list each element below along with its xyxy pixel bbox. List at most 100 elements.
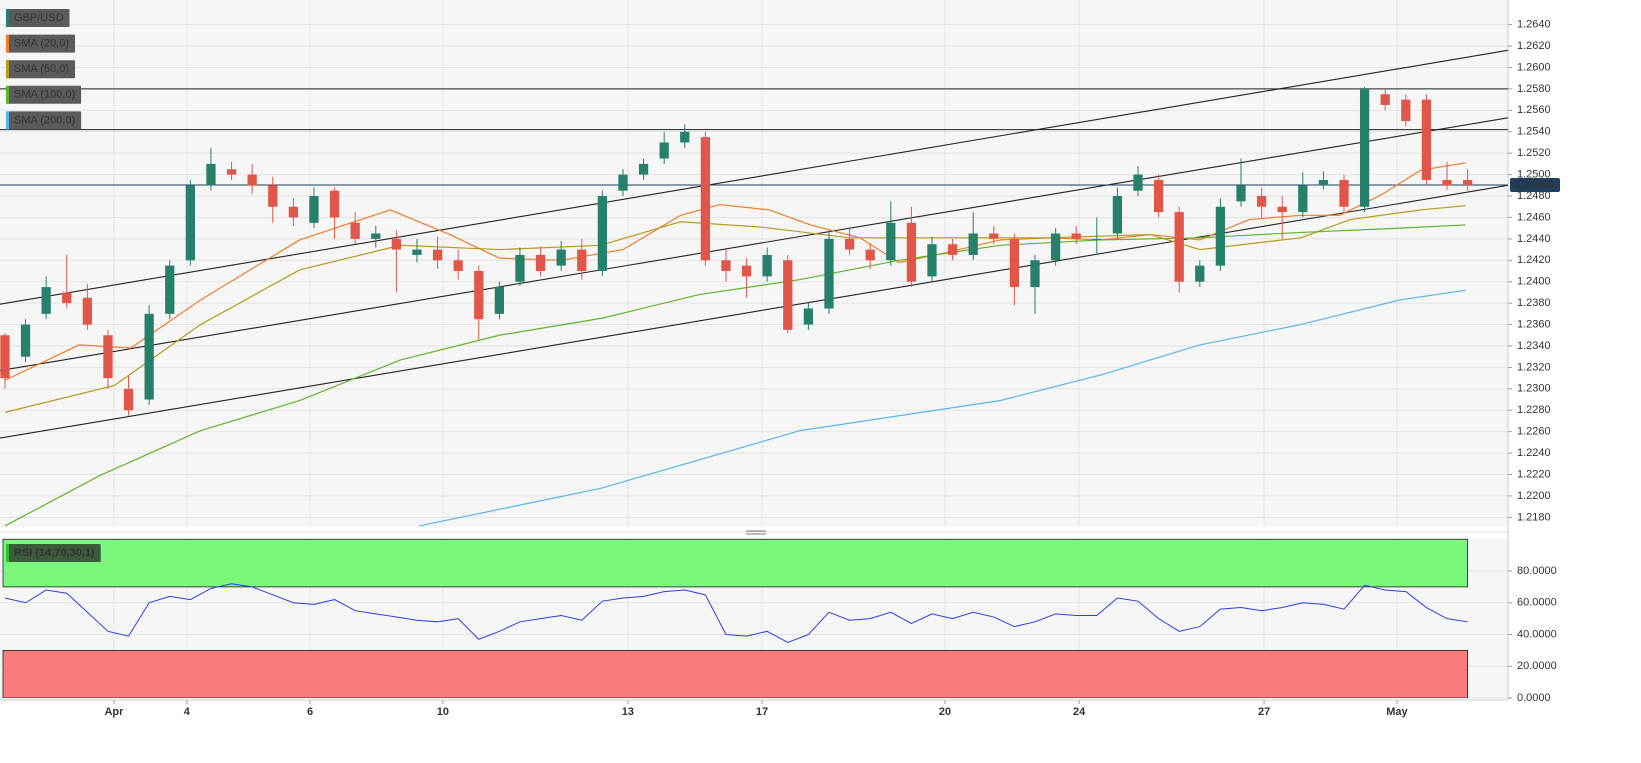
candle-body: [226, 169, 237, 175]
sma-line: [4, 162, 1466, 381]
y-tick-label: 40.0000: [1517, 628, 1557, 640]
y-tick-label: 1.2280: [1517, 404, 1551, 416]
candle-body: [947, 244, 958, 255]
legend-item[interactable]: SMA (20,0): [6, 34, 76, 53]
y-tick-label: 60.0000: [1517, 597, 1557, 609]
candle-body: [1195, 265, 1205, 282]
trend-line: [0, 117, 1508, 372]
candle-body: [680, 131, 690, 143]
legend-label: RSI (14,70,30,1): [14, 547, 95, 559]
candle-body: [288, 206, 298, 218]
y-tick-label: 1.2460: [1517, 211, 1551, 223]
x-tick-label: 17: [756, 706, 768, 718]
candle-body: [1112, 196, 1123, 234]
pane-grip[interactable]: [746, 530, 766, 535]
candle-body: [0, 335, 10, 379]
candle-body: [515, 254, 525, 282]
y-tick-label: 1.2500: [1517, 169, 1551, 181]
candle-body: [1421, 99, 1432, 180]
x-tick-label: 24: [1073, 706, 1086, 718]
y-tick-label: 1.2440: [1517, 233, 1551, 245]
rsi-band: [2, 649, 1469, 698]
y-tick-label: 1.2640: [1517, 19, 1551, 31]
sma-line: [418, 289, 1466, 527]
candle-body: [989, 233, 999, 239]
legend-box: [6, 111, 82, 130]
y-tick-label: 1.2580: [1517, 83, 1551, 95]
x-tick-label: 27: [1258, 706, 1270, 718]
candle-body: [762, 254, 772, 277]
y-tick-label: 1.2400: [1517, 276, 1551, 288]
candle-body: [1359, 88, 1370, 207]
legend-label: GBP/USD: [14, 12, 64, 24]
legend-swatch: [6, 60, 9, 79]
legend-item[interactable]: RSI (14,70,30,1): [6, 544, 101, 562]
candle-body: [803, 308, 814, 325]
candle-body: [391, 238, 402, 250]
candle-body: [247, 174, 257, 186]
candle-body: [1030, 260, 1040, 288]
legend-item[interactable]: GBP/USD: [6, 9, 70, 27]
y-tick-label: 1.2220: [1517, 468, 1551, 480]
y-tick-label: 80.0000: [1517, 565, 1557, 577]
y-tick-label: 1.2600: [1517, 61, 1551, 73]
last-price-tag: [1510, 177, 1560, 192]
candle-body: [350, 222, 360, 239]
legend-label: SMA (50,0): [14, 63, 69, 75]
candle-body: [1298, 185, 1308, 213]
candle-body: [844, 238, 855, 250]
y-tick-label: 1.2340: [1517, 340, 1551, 352]
legend-item[interactable]: SMA (200,0): [6, 111, 82, 130]
last-price-label: 1.24903: [1514, 179, 1554, 191]
candle-body: [968, 233, 978, 255]
y-tick-label: 20.0000: [1517, 660, 1557, 672]
legend-label: SMA (100,0): [14, 89, 75, 101]
y-tick-label: 1.2520: [1517, 147, 1551, 159]
candle-body: [185, 185, 195, 261]
candle-body: [535, 254, 546, 271]
candle-body: [309, 196, 319, 223]
candle-body: [20, 324, 31, 357]
rsi-line: [4, 583, 1468, 643]
legend-item[interactable]: SMA (50,0): [6, 60, 76, 79]
candle-body: [1092, 238, 1102, 240]
candle-body: [659, 142, 669, 159]
candle-body: [41, 287, 51, 314]
candle-body: [1153, 179, 1164, 213]
legend-item[interactable]: SMA (100,0): [6, 85, 82, 104]
legend-label: SMA (200,0): [14, 114, 75, 126]
candle-body: [103, 335, 113, 379]
candle-body: [453, 260, 463, 271]
candle-body: [741, 265, 752, 277]
y-tick-label: 1.2320: [1517, 361, 1551, 373]
y-tick-label: 1.2300: [1517, 383, 1551, 395]
candle-body: [474, 270, 484, 320]
y-tick-label: 1.2260: [1517, 426, 1551, 438]
y-tick-label: 1.2620: [1517, 40, 1551, 52]
candle-body: [886, 222, 896, 261]
main-pane: [0, 0, 1508, 527]
y-tick-label: 1.2480: [1517, 190, 1551, 202]
candle-body: [1380, 94, 1390, 105]
y-tick-label: 0.0000: [1517, 692, 1551, 704]
candle-body: [123, 388, 134, 411]
candle-body: [1318, 179, 1329, 186]
candle-body: [412, 249, 422, 255]
candle-body: [721, 260, 731, 271]
legend-box: [6, 34, 76, 53]
trend-line: [0, 184, 1508, 439]
candle-body: [1133, 174, 1143, 191]
candle-body: [1174, 212, 1184, 282]
candle-body: [1215, 206, 1226, 266]
candle-body: [906, 222, 917, 282]
x-tick-label: 10: [437, 706, 449, 718]
candle-body: [865, 249, 875, 261]
legend-label: SMA (20,0): [14, 38, 69, 50]
legend-swatch: [6, 111, 9, 130]
candle-body: [82, 297, 92, 325]
trend-line: [0, 49, 1508, 305]
candle-body: [1071, 233, 1081, 239]
candle-body: [165, 265, 175, 314]
candle-body: [1339, 179, 1349, 207]
